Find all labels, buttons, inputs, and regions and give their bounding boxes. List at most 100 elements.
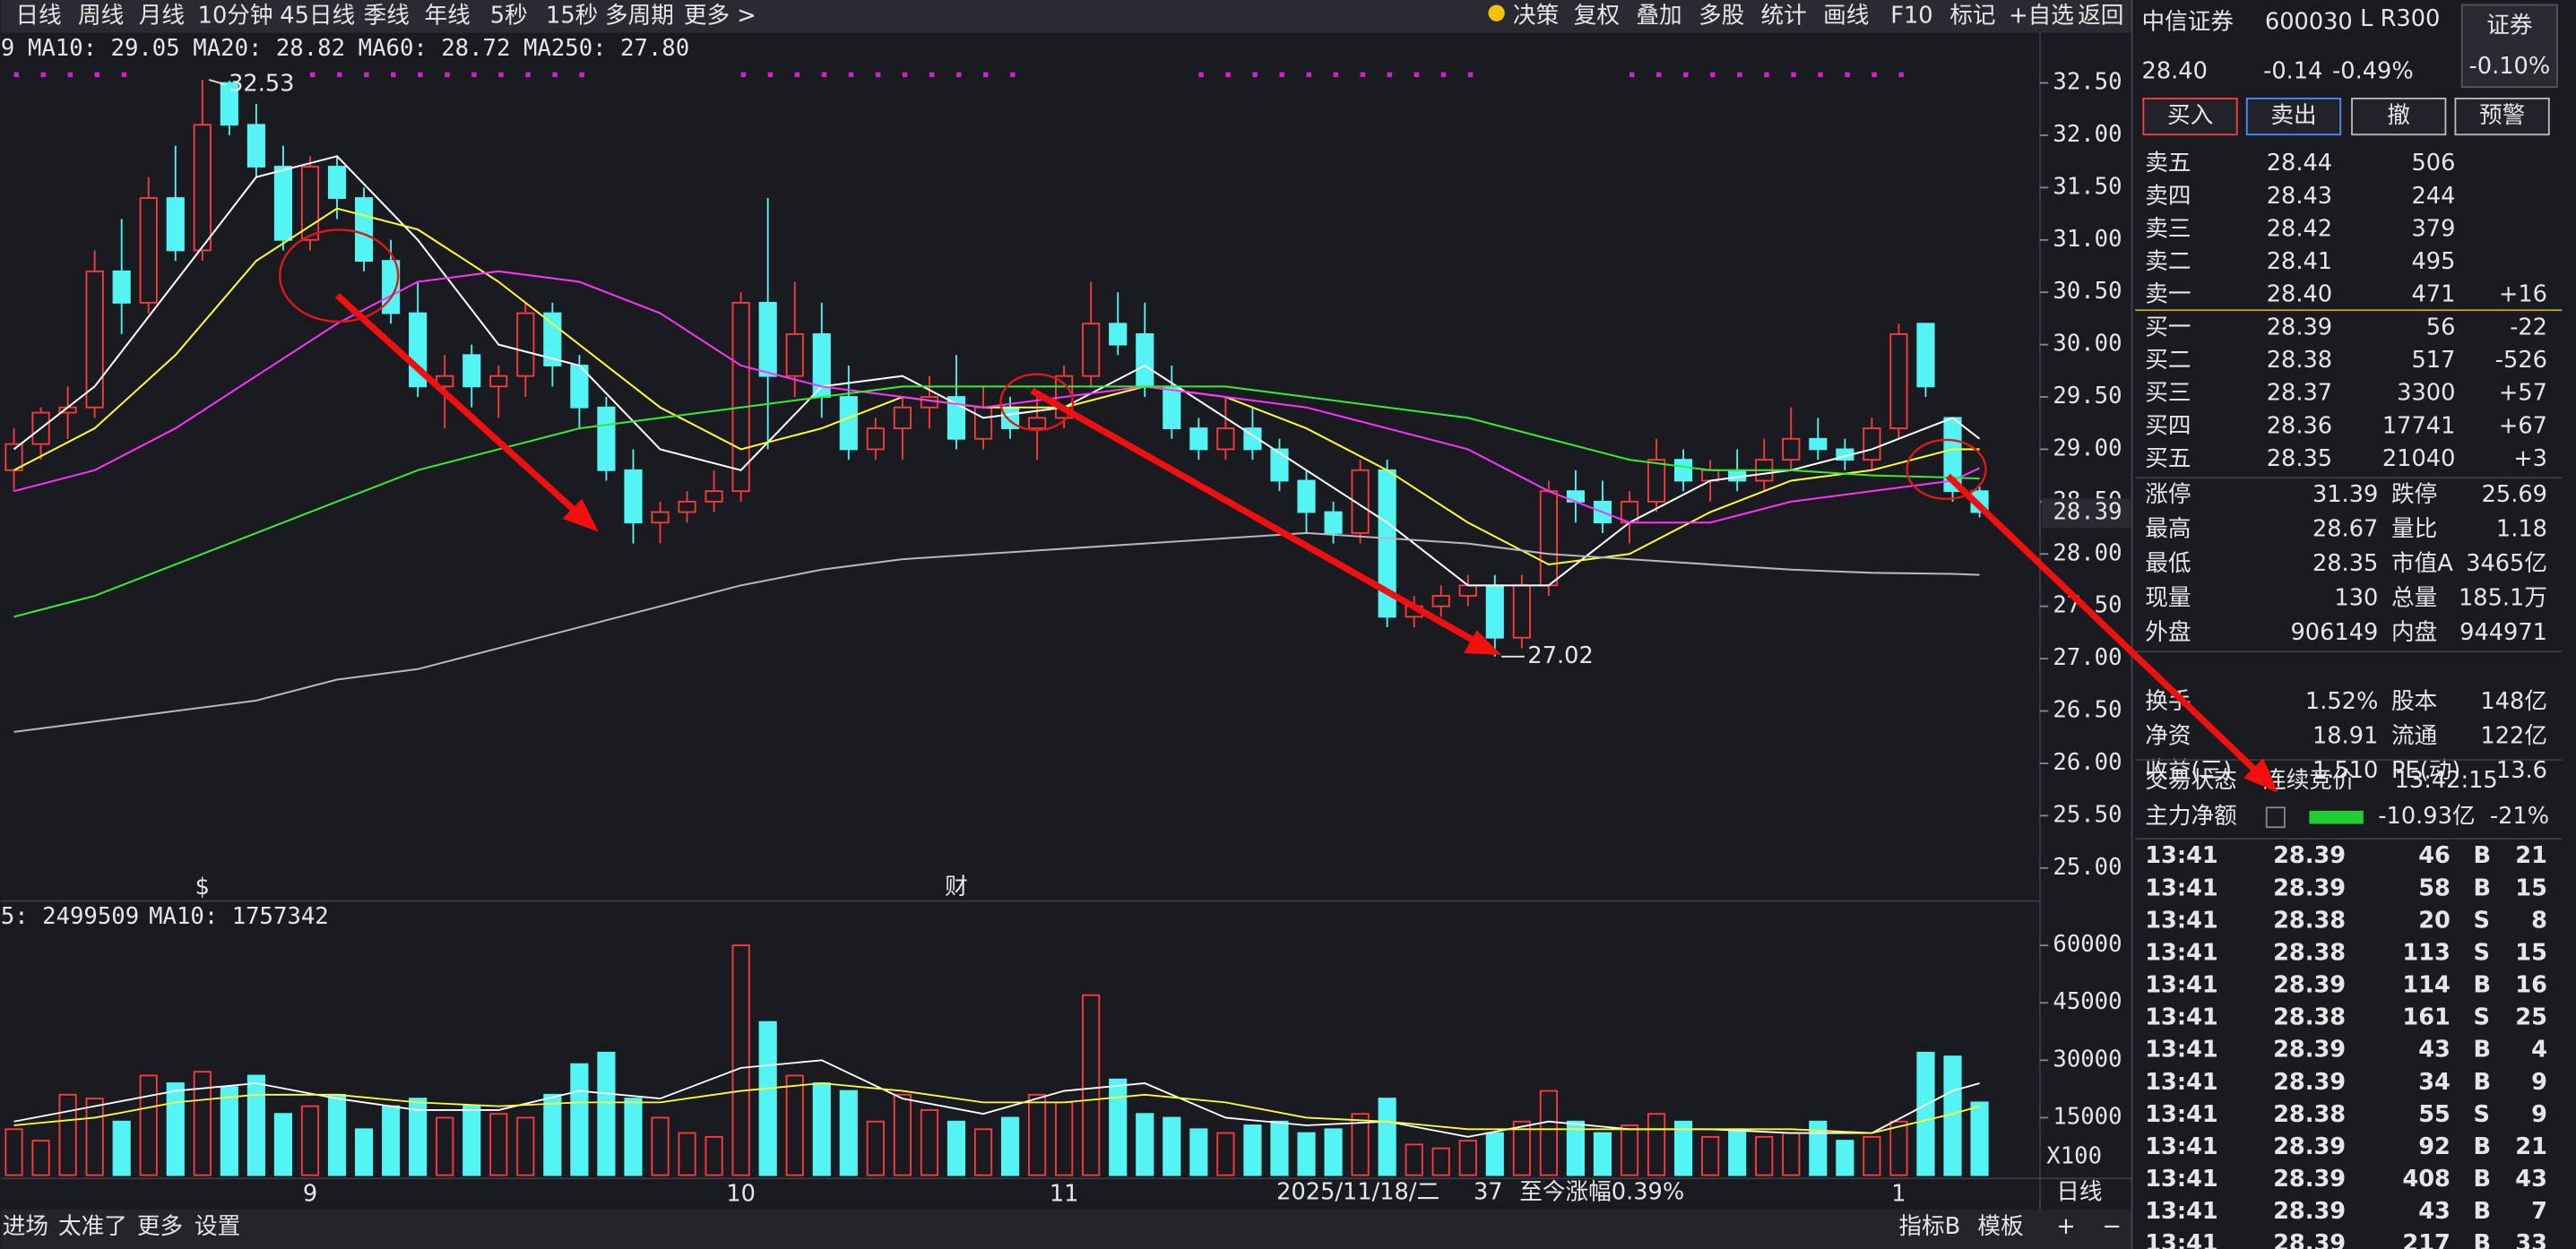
y-tick-label: 31.00 (2053, 226, 2122, 253)
decor-dot (848, 72, 854, 78)
book-price: 28.38 (2267, 347, 2332, 374)
candle-body (1674, 459, 1693, 482)
toolbar-button[interactable]: 更多 > (684, 2, 756, 29)
volume-bar (1351, 1113, 1370, 1176)
stat-label: 市值A (2391, 550, 2453, 577)
stat-label: 涨停 (2145, 481, 2191, 508)
candle-body (193, 124, 212, 252)
candle-body (4, 443, 23, 471)
volume-bar (1324, 1128, 1343, 1176)
trade-count: 8 (2531, 907, 2547, 934)
book-price: 28.36 (2267, 412, 2332, 439)
status-text: 连续竞价 (2263, 767, 2356, 794)
bulb-icon (1488, 4, 1505, 22)
decor-dot (94, 72, 100, 78)
stat-label: 内盘 (2391, 619, 2437, 646)
toolbar-button[interactable]: 15秒 (546, 2, 598, 29)
book-volume: 379 (2411, 215, 2455, 242)
volume-bar (1593, 1132, 1612, 1176)
toolbar-button[interactable]: F10 (1890, 2, 1932, 29)
stat-value: 148亿 (2480, 688, 2547, 715)
decor-dot (1818, 72, 1823, 78)
toolbar-button[interactable]: 多周期 (605, 2, 674, 29)
circle-annotation (999, 373, 1075, 432)
volume-bar (812, 1082, 831, 1176)
decor-dot (902, 72, 908, 78)
y-tick-label: 30000 (2053, 1046, 2122, 1072)
bottom-button[interactable]: 进场 (3, 1213, 48, 1240)
decor-dot (364, 72, 369, 78)
book-volume: 506 (2411, 150, 2455, 177)
trade-time: 13:41 (2145, 972, 2218, 999)
trade-time: 13:41 (2145, 1101, 2218, 1128)
toolbar-button[interactable]: 45日线 (280, 2, 355, 29)
toolbar-button[interactable]: 统计 (1761, 2, 1807, 29)
stat-value: 906149 (2290, 619, 2378, 646)
stat-label: 跌停 (2391, 481, 2437, 508)
stock-tag: L R300 (2360, 5, 2440, 32)
book-volume: 517 (2411, 347, 2455, 374)
toolbar-button[interactable]: +自选 (2009, 2, 2074, 29)
trade-price: 28.39 (2273, 874, 2346, 901)
toolbar-button[interactable]: 5秒 (490, 2, 528, 29)
stat-value: 1.52% (2305, 688, 2378, 715)
x-tick-label: 1 (1891, 1181, 1906, 1208)
trade-side: B (2474, 874, 2492, 901)
toolbar-button[interactable]: 日线 (15, 2, 61, 29)
toolbar-button[interactable]: 周线 (78, 2, 124, 29)
toolbar-button[interactable]: 年线 (424, 2, 470, 29)
volume-bar (570, 1063, 589, 1176)
toolbar-button[interactable]: 复权 (1574, 2, 1620, 29)
toolbar-button[interactable]: 返回 (2078, 2, 2123, 29)
bottom-button[interactable]: 更多 (137, 1213, 183, 1240)
low-label: 27.02 (1527, 642, 1593, 669)
trade-volume: 34 (2418, 1069, 2451, 1096)
trade-button-label[interactable]: 买入 (2167, 102, 2213, 129)
decor-dot (445, 72, 450, 78)
trade-button-label[interactable]: 撤 (2387, 102, 2410, 129)
candle-body (1431, 595, 1450, 607)
flow-icon (2265, 806, 2286, 829)
volume-bar (1378, 1098, 1396, 1176)
trade-button[interactable] (2454, 97, 2550, 136)
trade-button[interactable] (2142, 97, 2238, 136)
y-tick-label: 31.50 (2053, 173, 2122, 200)
trade-time: 13:41 (2145, 1069, 2218, 1096)
volume-bar (651, 1116, 670, 1176)
bottom-button[interactable]: − (2103, 1213, 2122, 1240)
toolbar-button[interactable]: 决策 (1513, 2, 1559, 29)
bottom-button[interactable]: 太准了 (58, 1213, 127, 1240)
volume-bar (1539, 1090, 1558, 1176)
volume-bar (1889, 1120, 1908, 1176)
toolbar-button[interactable]: 季线 (364, 2, 410, 29)
decor-dot (821, 72, 827, 78)
trade-button-label[interactable]: 卖出 (2270, 102, 2316, 129)
trade-button[interactable] (2245, 97, 2342, 136)
volume-bar (1458, 1140, 1477, 1176)
candle-body (1889, 333, 1908, 429)
toolbar-button[interactable]: 月线 (139, 2, 185, 29)
book-price: 28.41 (2267, 248, 2332, 275)
bottom-button[interactable]: + (2056, 1213, 2075, 1240)
toolbar-button[interactable]: 10分钟 (198, 2, 273, 29)
toolbar-button[interactable]: 画线 (1823, 2, 1869, 29)
trade-time: 13:41 (2145, 1004, 2218, 1031)
bottom-button[interactable]: 指标B (1898, 1213, 1960, 1240)
legend-entry: 5: 2499509 (1, 903, 139, 930)
trade-button-label[interactable]: 预警 (2479, 102, 2525, 129)
toolbar-button[interactable]: 标记 (1949, 2, 1995, 29)
book-volume: 56 (2426, 314, 2456, 340)
y-tick-label: 25.50 (2053, 801, 2122, 828)
candle-body (893, 406, 912, 429)
trade-volume: 20 (2418, 907, 2451, 934)
y-tick-label: 30.50 (2053, 278, 2122, 305)
flow-bar (2309, 810, 2364, 824)
volume-bar (1297, 1132, 1316, 1176)
toolbar-button[interactable]: 叠加 (1636, 2, 1681, 29)
stat-value: 130 (2334, 585, 2378, 612)
bottom-button[interactable]: 设置 (194, 1213, 240, 1240)
flow-value: -10.93亿 (2378, 803, 2475, 830)
toolbar-button[interactable]: 多股 (1699, 2, 1744, 29)
trade-button[interactable] (2351, 97, 2447, 136)
bottom-button[interactable]: 模板 (1977, 1213, 2023, 1240)
